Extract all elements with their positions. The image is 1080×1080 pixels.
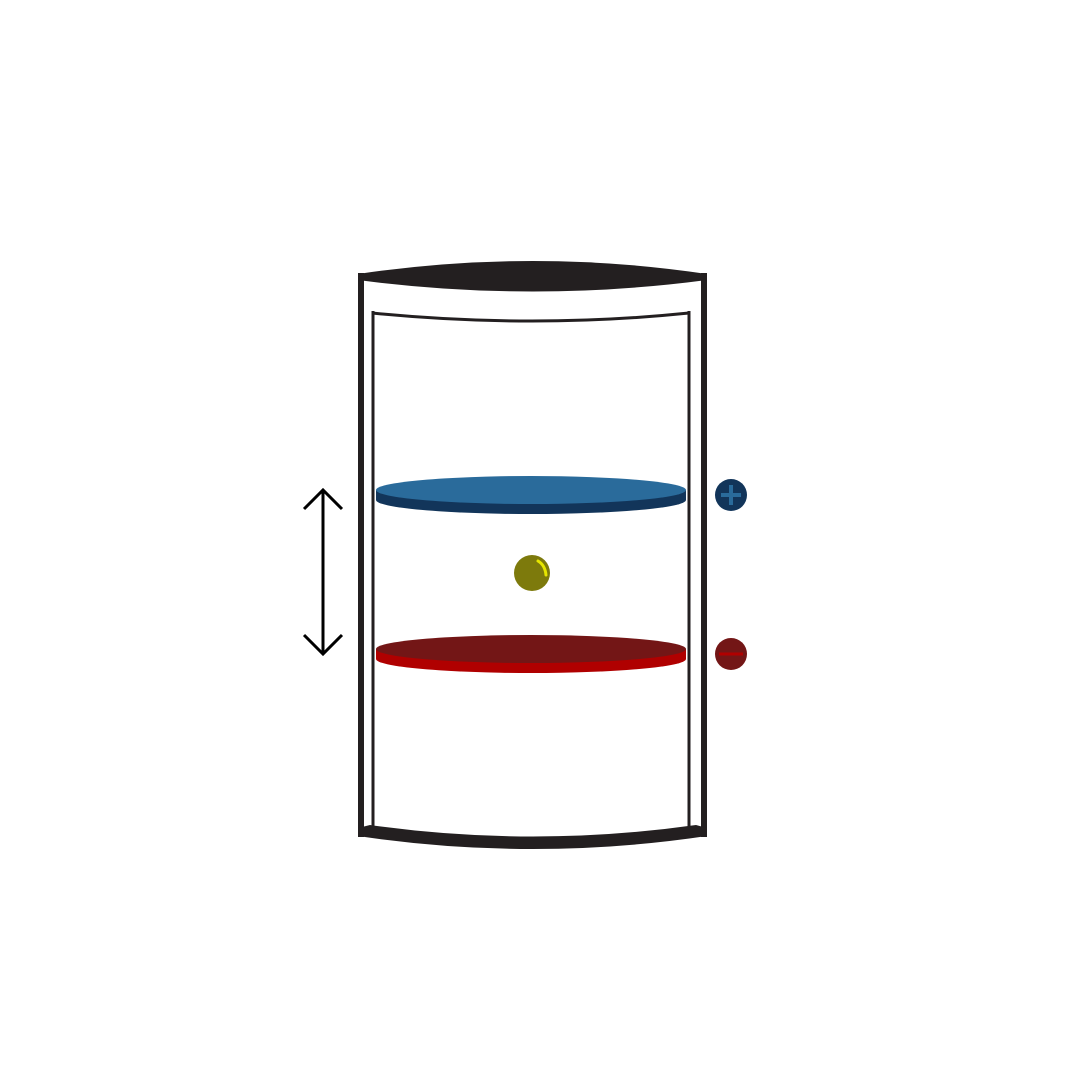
- plus-icon: [715, 479, 747, 511]
- outer-chamber: [358, 261, 707, 849]
- negative-plate: [376, 635, 686, 673]
- particle: [514, 555, 550, 591]
- inner-chamber: [371, 311, 691, 828]
- inner-top-rim: [371, 311, 690, 323]
- arrow-head-down: [302, 633, 344, 657]
- top-cap: [358, 261, 707, 292]
- minus-icon: [715, 638, 747, 670]
- negative-plate-top: [376, 635, 686, 663]
- double-headed-vertical-arrow-icon: [302, 487, 344, 657]
- arrow-head-up: [302, 487, 344, 511]
- bottom-cap: [358, 825, 707, 849]
- particle-highlight: [536, 559, 548, 577]
- positive-plate: [376, 476, 686, 514]
- positive-plate-top: [376, 476, 686, 504]
